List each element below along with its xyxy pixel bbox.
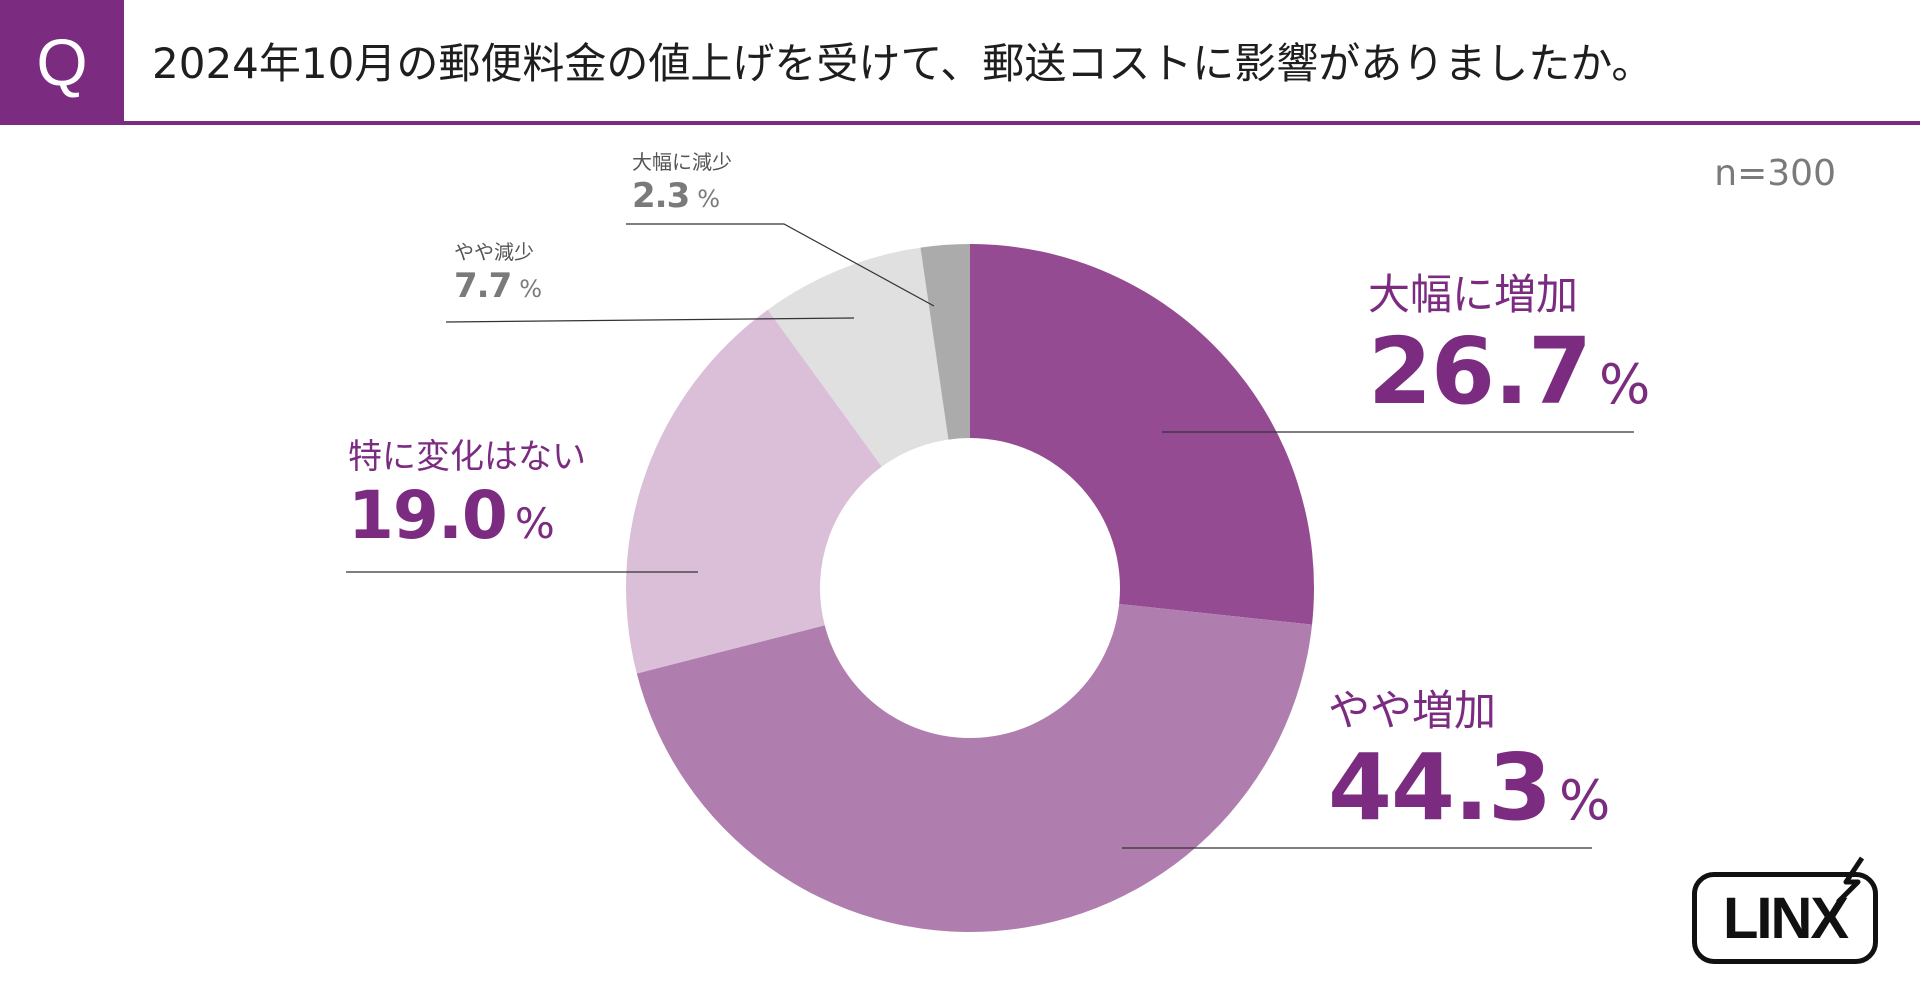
data-label: 7.7 <box>454 266 512 306</box>
slice-large-increase <box>970 244 1314 625</box>
question-badge: Q <box>0 0 124 124</box>
label-name: やや増加 <box>1328 686 1497 735</box>
question-badge-label: Q <box>36 25 88 99</box>
label-value: 19.0% <box>348 480 586 560</box>
percent-unit: % <box>519 275 543 303</box>
page-title: 2024年10月の郵便料金の値上げを受けて、郵送コストに影響がありましたか。 <box>152 39 1654 88</box>
percent-unit: % <box>514 499 555 548</box>
header-divider <box>0 121 1920 125</box>
label-name: 大幅に増加 <box>1368 270 1579 319</box>
percent-unit: % <box>1559 769 1611 832</box>
percent-unit: % <box>1599 353 1651 416</box>
slice-large-decrease <box>920 244 970 440</box>
label-slight-increase: やや増加 44.3% <box>1328 684 1610 851</box>
label-value: 2.3% <box>632 176 732 219</box>
slice-slight-increase <box>636 603 1313 932</box>
label-name: やや減少 <box>454 240 534 264</box>
label-name: 大幅に減少 <box>632 150 732 174</box>
label-value: 7.7% <box>454 266 542 309</box>
label-no-change: 特に変化はない 19.0% <box>348 434 586 560</box>
slice-slight-decrease <box>767 247 949 467</box>
label-name: 特に変化はない <box>348 437 586 477</box>
label-value: 26.7% <box>1368 322 1650 435</box>
leader-line-slight-decrease <box>445 317 855 323</box>
label-large-decrease: 大幅に減少 2.3% <box>632 148 732 219</box>
lightning-icon <box>1836 856 1865 904</box>
leader-line-large-decrease <box>626 223 935 307</box>
label-slight-decrease: やや減少 7.7% <box>454 238 542 309</box>
percent-unit: % <box>697 185 721 213</box>
slice-no-change <box>626 309 882 674</box>
label-large-increase: 大幅に増加 26.7% <box>1368 268 1650 435</box>
sample-size: n=300 <box>1714 153 1836 194</box>
linx-logo: LINX <box>1692 872 1878 964</box>
label-value: 44.3% <box>1328 738 1610 851</box>
data-label: 19.0 <box>348 477 508 554</box>
data-label: 26.7 <box>1368 318 1592 425</box>
logo-text: LINX <box>1722 885 1849 951</box>
data-label: 44.3 <box>1328 734 1552 841</box>
data-label: 2.3 <box>632 176 690 216</box>
